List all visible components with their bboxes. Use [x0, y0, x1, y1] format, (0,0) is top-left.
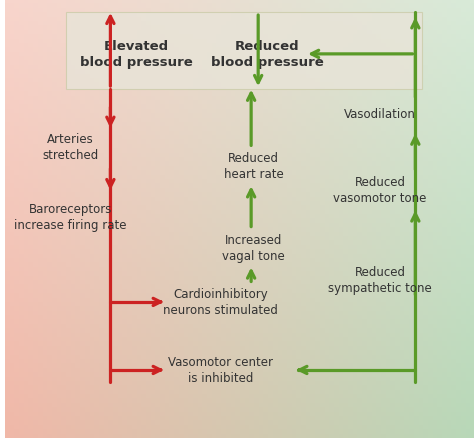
Text: Increased
vagal tone: Increased vagal tone: [222, 233, 285, 262]
FancyBboxPatch shape: [66, 13, 422, 90]
Text: Reduced
heart rate: Reduced heart rate: [224, 152, 283, 181]
Text: Elevated
blood pressure: Elevated blood pressure: [80, 40, 192, 69]
Text: Vasomotor center
is inhibited: Vasomotor center is inhibited: [168, 356, 273, 385]
Text: Vasodilation: Vasodilation: [344, 107, 416, 120]
Text: Reduced
sympathetic tone: Reduced sympathetic tone: [328, 266, 432, 295]
Text: Reduced
vasomotor tone: Reduced vasomotor tone: [334, 176, 427, 205]
Text: Cardioinhibitory
neurons stimulated: Cardioinhibitory neurons stimulated: [163, 288, 278, 317]
Text: Baroreceptors
increase firing rate: Baroreceptors increase firing rate: [14, 202, 127, 231]
Text: Reduced
blood pressure: Reduced blood pressure: [211, 40, 324, 69]
Text: Arteries
stretched: Arteries stretched: [42, 132, 99, 161]
